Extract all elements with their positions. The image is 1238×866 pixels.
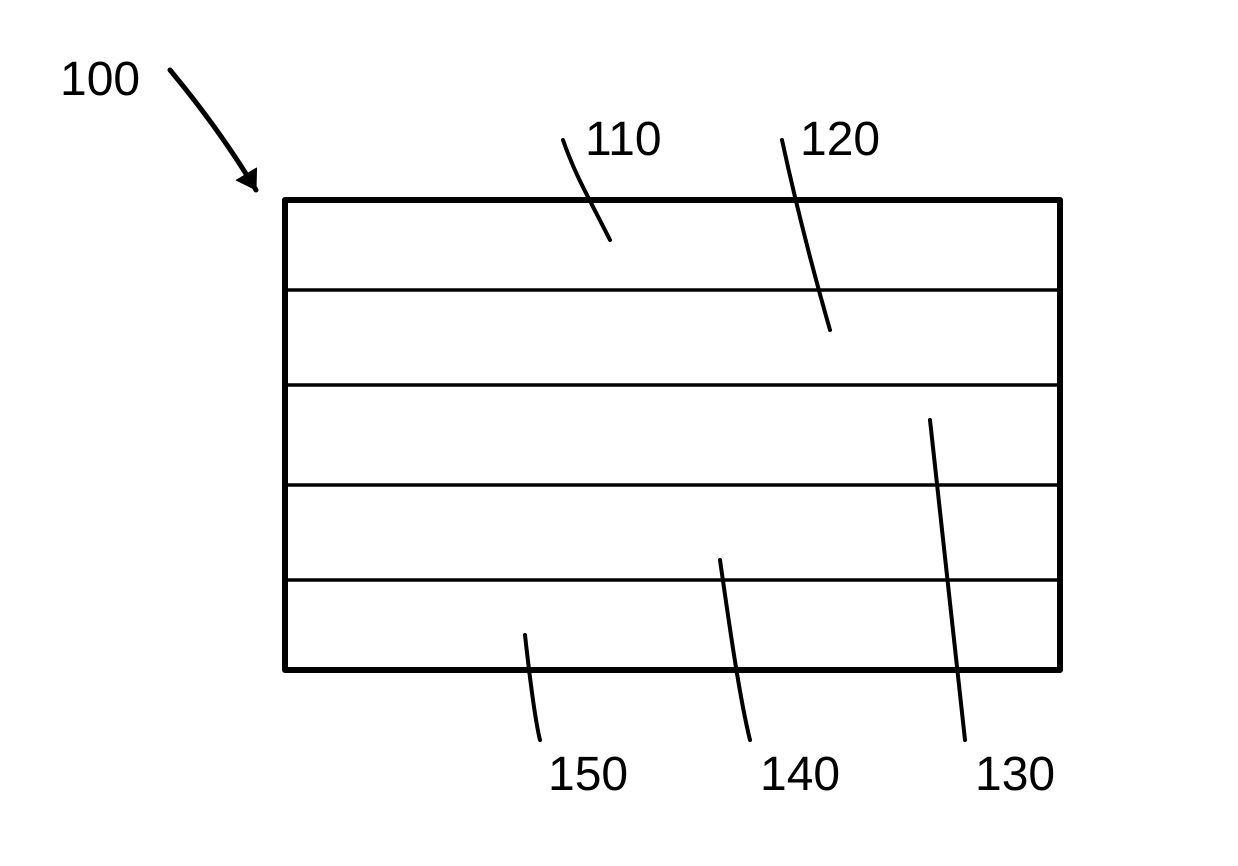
label-100: 100 bbox=[60, 53, 140, 106]
label-130: 130 bbox=[975, 748, 1055, 801]
figure-svg: 100 110 120 130 140 150 bbox=[0, 0, 1238, 866]
label-140: 140 bbox=[760, 748, 840, 801]
label-110: 110 bbox=[585, 113, 662, 166]
label-150: 150 bbox=[548, 748, 628, 801]
label-120: 120 bbox=[800, 113, 880, 166]
